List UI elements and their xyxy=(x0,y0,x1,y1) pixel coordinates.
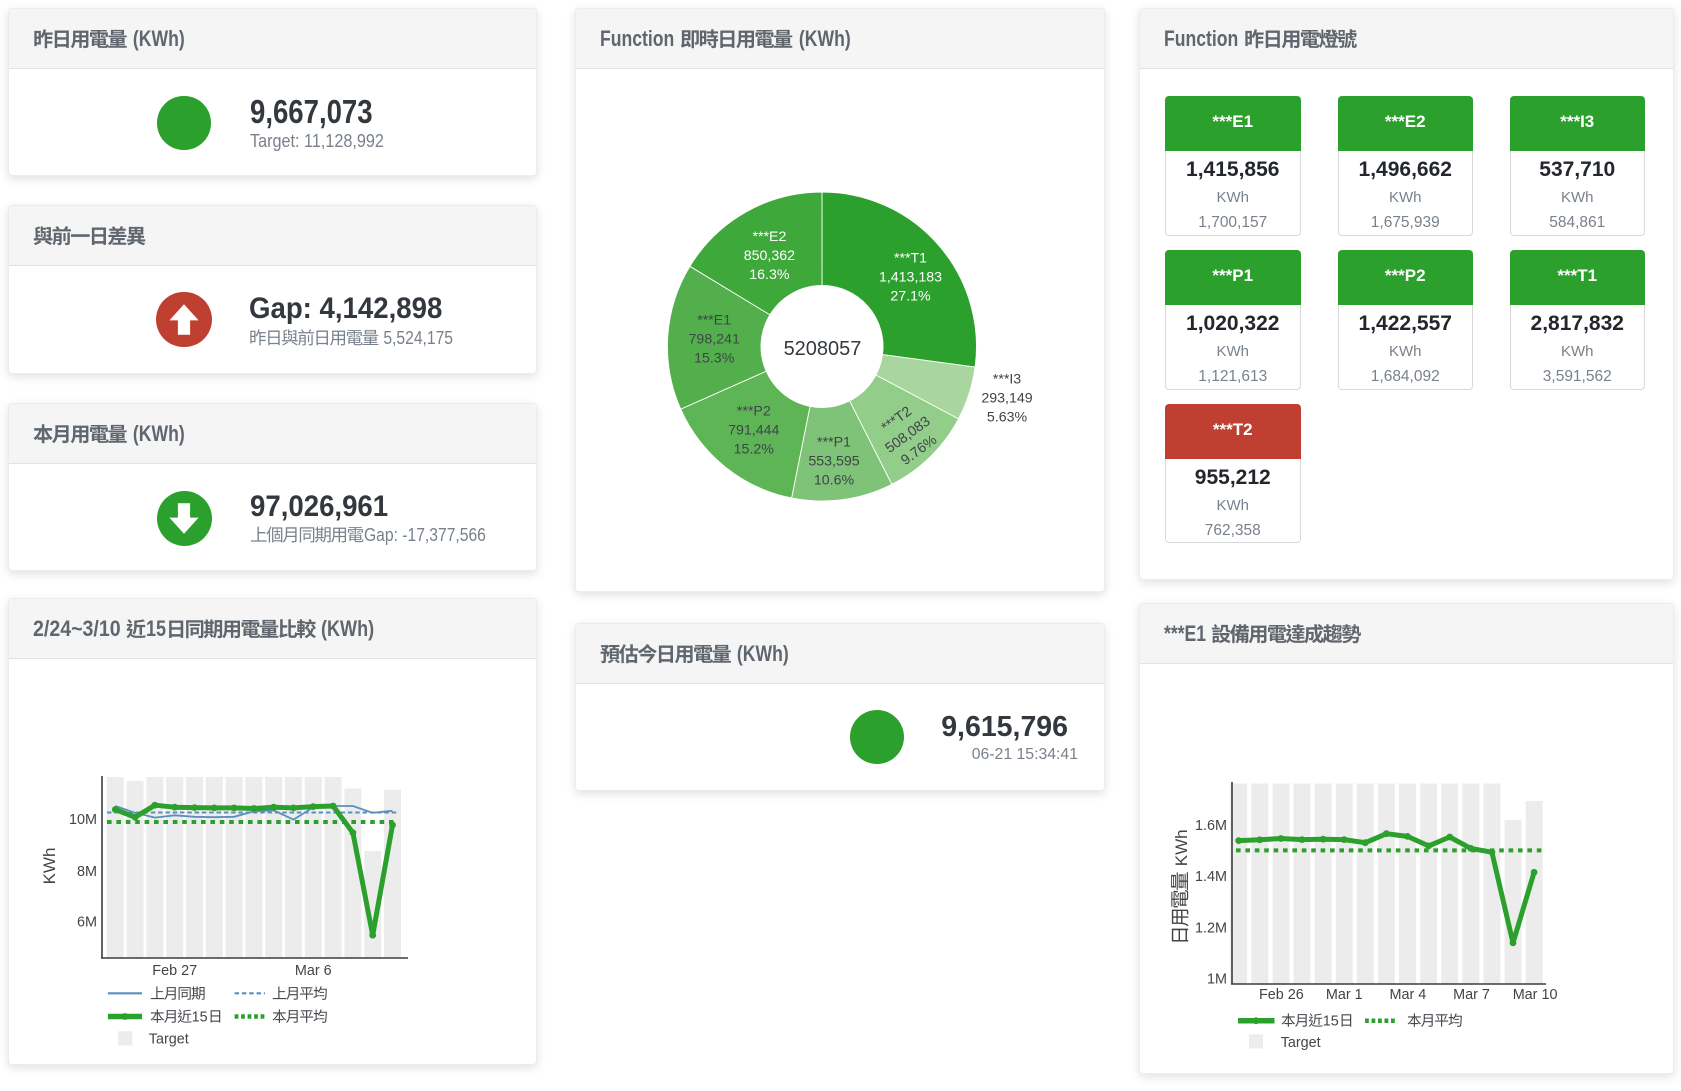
svg-text:10M: 10M xyxy=(69,812,97,828)
svg-text:Mar 10: Mar 10 xyxy=(1513,987,1558,1003)
svg-text:Mar 7: Mar 7 xyxy=(1453,987,1490,1003)
svg-text:Mar 4: Mar 4 xyxy=(1390,987,1427,1003)
svg-text:Mar 6: Mar 6 xyxy=(295,963,332,979)
svg-text:***P1: ***P1 xyxy=(817,435,851,451)
svg-text:Feb 27: Feb 27 xyxy=(152,963,197,979)
svg-text:27.1%: 27.1% xyxy=(890,289,931,305)
svg-text:8M: 8M xyxy=(77,864,97,880)
svg-text:***I3: ***I3 xyxy=(993,371,1022,387)
svg-text:1.6M: 1.6M xyxy=(1195,818,1227,834)
svg-text:6M: 6M xyxy=(77,914,97,930)
svg-text:293,149: 293,149 xyxy=(981,390,1032,406)
svg-text:791,444: 791,444 xyxy=(728,422,779,438)
svg-text:Mar 1: Mar 1 xyxy=(1326,987,1363,1003)
svg-text:16.3%: 16.3% xyxy=(749,267,790,283)
svg-text:1.4M: 1.4M xyxy=(1195,869,1227,885)
svg-text:***E1: ***E1 xyxy=(697,313,731,329)
svg-text:Target: Target xyxy=(149,1032,189,1048)
svg-text:***E2: ***E2 xyxy=(752,229,786,245)
svg-text:***P2: ***P2 xyxy=(737,403,771,419)
svg-text:1.2M: 1.2M xyxy=(1195,920,1227,936)
svg-text:798,241: 798,241 xyxy=(689,332,740,348)
svg-text:Feb 26: Feb 26 xyxy=(1259,987,1304,1003)
svg-text:850,362: 850,362 xyxy=(744,248,795,264)
svg-text:5.63%: 5.63% xyxy=(987,409,1028,425)
svg-text:15.3%: 15.3% xyxy=(694,351,735,367)
svg-text:15.2%: 15.2% xyxy=(734,441,775,457)
svg-text:***T1: ***T1 xyxy=(894,251,927,267)
svg-text:5208057: 5208057 xyxy=(784,338,862,360)
svg-text:553,595: 553,595 xyxy=(808,454,859,470)
svg-text:10.6%: 10.6% xyxy=(814,473,855,489)
svg-text:KWh: KWh xyxy=(40,848,59,885)
svg-text:Target: Target xyxy=(1281,1035,1321,1051)
svg-text:1,413,183: 1,413,183 xyxy=(879,270,942,286)
svg-text:1M: 1M xyxy=(1207,971,1227,987)
